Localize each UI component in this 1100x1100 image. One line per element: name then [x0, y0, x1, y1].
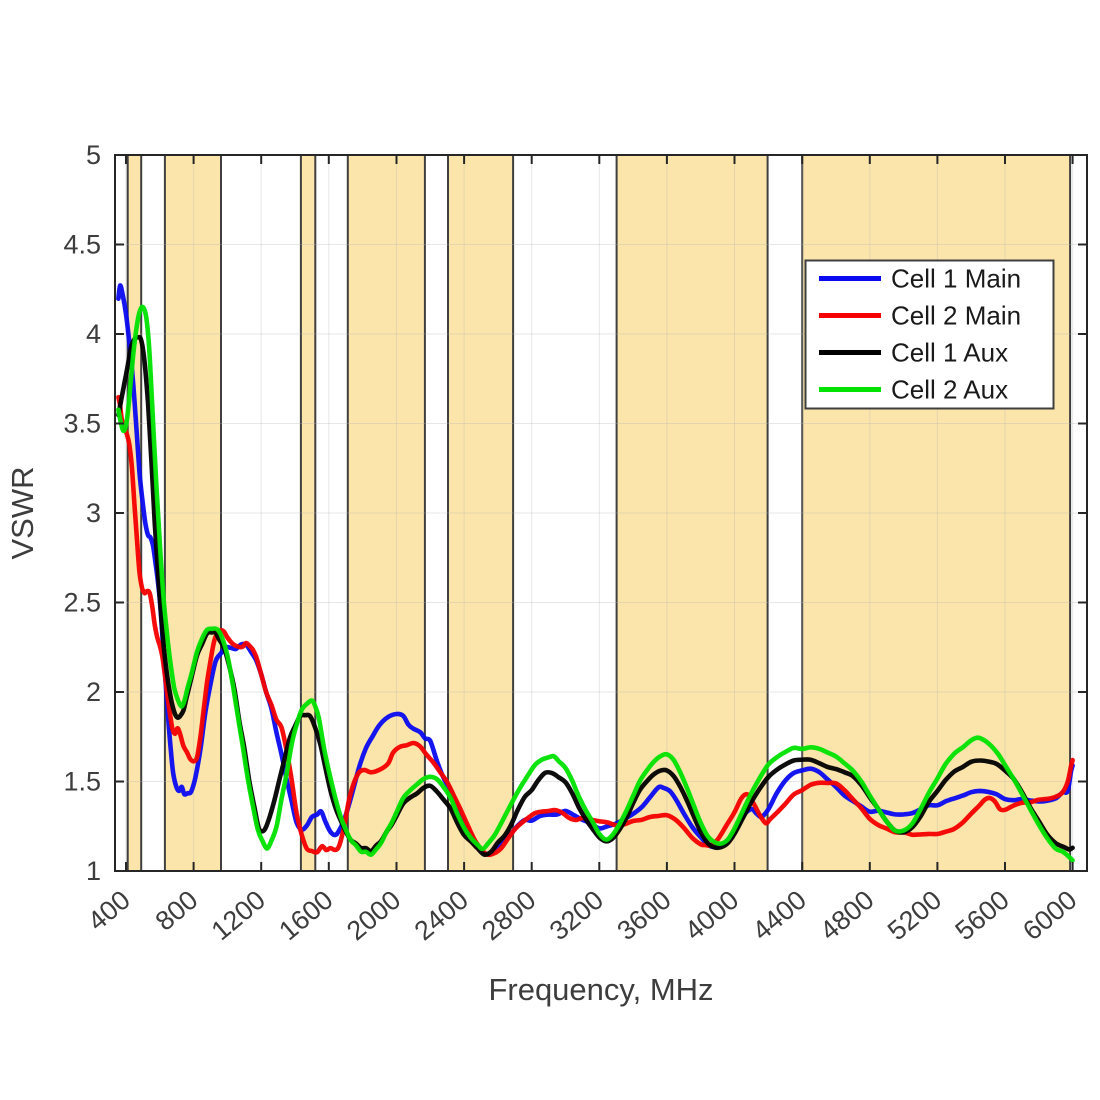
- x-tick-label-2400: 2400: [409, 885, 474, 947]
- x-tick-label-4800: 4800: [814, 885, 879, 947]
- y-tick-label-2: 2: [86, 677, 101, 707]
- legend-label-cell-1-main: Cell 1 Main: [891, 264, 1021, 294]
- legend-box: [804, 259, 1055, 410]
- x-tick-label-4400: 4400: [747, 885, 812, 947]
- axes-frame-layer: [114, 154, 1088, 872]
- x-tick-label-2000: 2000: [341, 885, 406, 947]
- y-axis-label: VSWR: [5, 467, 40, 560]
- y-tick-label-3: 3: [86, 498, 101, 528]
- legend: Cell 1 Main Cell 2 Main Cell 1 Aux Cell 2 A…: [804, 259, 1055, 410]
- y-tick-label-3.5: 3.5: [63, 409, 101, 439]
- legend-label-cell-2-main: Cell 2 Main: [891, 301, 1021, 331]
- highlight-band-3: [346, 154, 426, 872]
- y-tick-label-4.5: 4.5: [63, 230, 101, 260]
- x-tick-label-3200: 3200: [544, 885, 609, 947]
- y-tick-label-1.5: 1.5: [63, 767, 101, 797]
- x-tick-label-400: 400: [82, 885, 136, 937]
- highlight-band-4: [447, 154, 515, 872]
- x-axis-label: Frequency, MHz: [488, 972, 713, 1007]
- x-tick-label-6000: 6000: [1017, 885, 1082, 947]
- series-layer: [116, 283, 1075, 863]
- y-tick-label-4: 4: [86, 319, 101, 349]
- x-tick-label-5600: 5600: [950, 885, 1015, 947]
- y-tick-label-2.5: 2.5: [63, 588, 101, 618]
- x-tick-label-1200: 1200: [206, 885, 271, 947]
- y-tick-label-1: 1: [86, 856, 101, 886]
- x-tick-label-1600: 1600: [273, 885, 338, 947]
- y-tick-label-5: 5: [86, 140, 101, 170]
- legend-label-cell-2-aux: Cell 2 Aux: [891, 375, 1008, 405]
- x-tick-label-5200: 5200: [882, 885, 947, 947]
- legend-label-cell-1-aux: Cell 1 Aux: [891, 338, 1008, 368]
- highlight-band-1: [163, 154, 222, 872]
- series-line-cell-2-aux: [116, 304, 1075, 863]
- x-tick-label-4000: 4000: [679, 885, 744, 947]
- x-tick-label-2800: 2800: [476, 885, 541, 947]
- x-tick-label-800: 800: [150, 885, 204, 937]
- x-tick-label-3600: 3600: [611, 885, 676, 947]
- series-line-cell-2-main: [116, 394, 1075, 858]
